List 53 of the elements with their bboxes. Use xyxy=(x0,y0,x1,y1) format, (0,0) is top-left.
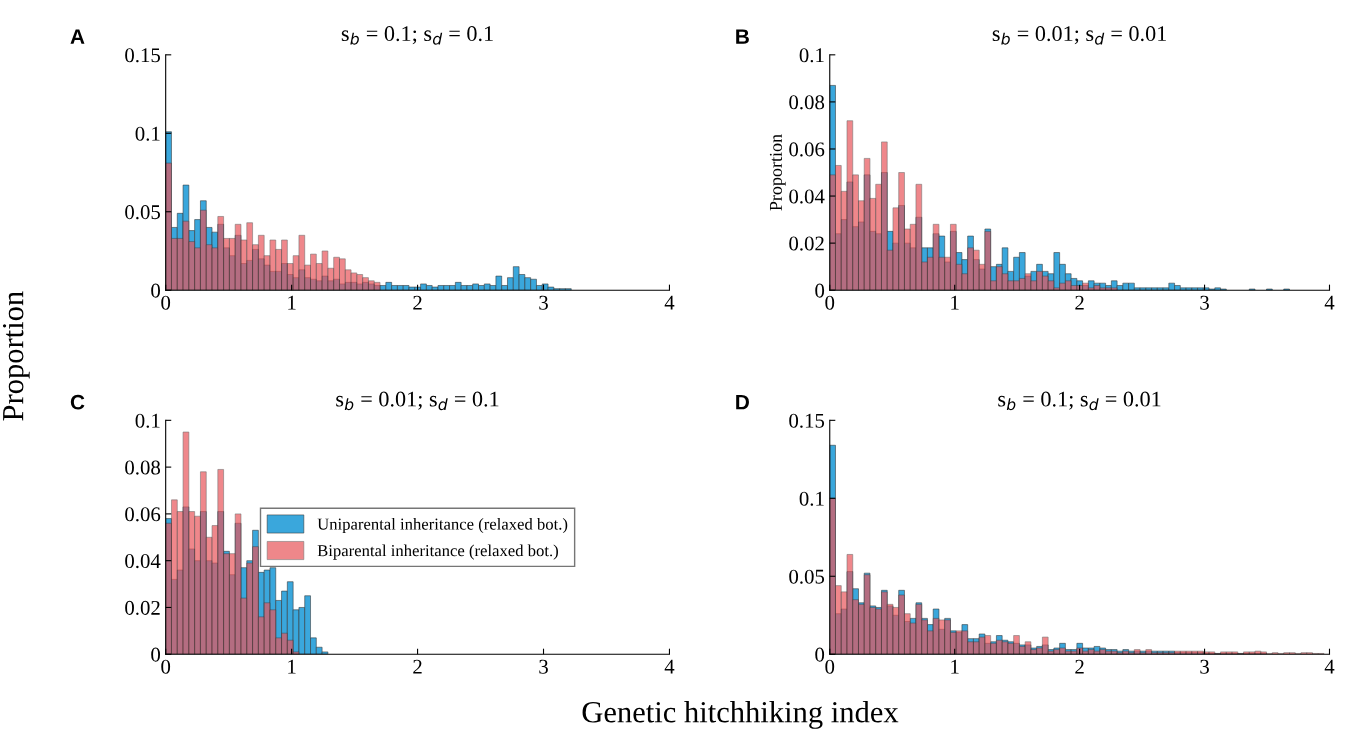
y-tick-label: 0.1 xyxy=(799,491,824,506)
y-tick-label: 0.04 xyxy=(125,554,161,569)
y-tick-label: 0.04 xyxy=(789,189,825,204)
y-tick-label: 0 xyxy=(815,647,825,662)
text: D xyxy=(736,395,749,410)
text: B xyxy=(736,29,749,44)
y-tick-label: 0.1 xyxy=(799,48,824,63)
x-tick-label: 3 xyxy=(539,295,548,310)
x-tick-label: 4 xyxy=(1324,295,1335,310)
y-tick-label: 0.02 xyxy=(125,600,160,615)
chart-title: s$_{b}$ = 0.1; s$_{d}$ = 0.01 xyxy=(998,391,1161,411)
x-tick-label: 4 xyxy=(664,659,675,674)
chart-title: s$_{b}$ = 0.01; s$_{d}$ = 0.1 xyxy=(336,391,499,411)
x-tick-label: 4 xyxy=(1324,659,1335,674)
x-tick-label: 2 xyxy=(413,659,422,674)
y-axis-title: Proportion xyxy=(769,134,786,211)
x-tick-label: 1 xyxy=(288,295,296,310)
chart-title: s$_{b}$ = 0.01; s$_{d}$ = 0.01 xyxy=(992,26,1166,45)
x-tick-label: 0 xyxy=(161,295,171,310)
x-tick-label: 2 xyxy=(1075,659,1084,674)
chart-title: s$_{b}$ = 0.1; s$_{d}$ = 0.1 xyxy=(341,26,493,45)
x-tick-label: 1 xyxy=(951,295,959,310)
x-tick-label: 1 xyxy=(288,659,296,674)
x-tick-label: 0 xyxy=(825,659,835,674)
y-tick-label: 0.06 xyxy=(125,507,161,522)
y-tick-label: 0.15 xyxy=(125,48,161,63)
y-tick-label: 0.05 xyxy=(125,205,161,220)
x-tick-label: 0 xyxy=(161,659,171,674)
x-tick-label: 2 xyxy=(1075,295,1084,310)
x-tick-label: 4 xyxy=(664,295,675,310)
x-tick-label: 3 xyxy=(1200,659,1209,674)
y-tick-label: 0 xyxy=(815,283,825,298)
y-tick-label: 0.08 xyxy=(125,460,161,475)
y-tick-label: 0.08 xyxy=(789,95,825,110)
text: A xyxy=(70,29,85,44)
y-tick-label: 0 xyxy=(151,647,161,662)
y-tick-label: 0.02 xyxy=(789,236,824,251)
x-axis-title: Genetic hitchhiking index xyxy=(582,701,899,729)
y-tick-label: 0.05 xyxy=(789,569,825,584)
y-tick-label: 0 xyxy=(151,283,161,298)
x-tick-label: 3 xyxy=(1200,295,1209,310)
y-tick-label: 0.1 xyxy=(135,413,160,428)
y-axis-title: Proportion xyxy=(2,291,30,421)
x-tick-label: 1 xyxy=(951,659,959,674)
x-tick-label: 2 xyxy=(413,295,422,310)
text: C xyxy=(70,394,85,410)
y-tick-label: 0.1 xyxy=(135,126,160,141)
legend-label: Uniparental inheritance (relaxed bot.) xyxy=(317,518,568,534)
x-tick-label: 3 xyxy=(539,659,548,674)
y-tick-label: 0.06 xyxy=(789,142,825,157)
y-tick-label: 0.15 xyxy=(789,413,825,428)
legend-label: Biparental inheritance (relaxed bot.) xyxy=(317,544,558,560)
x-tick-label: 0 xyxy=(825,295,835,310)
